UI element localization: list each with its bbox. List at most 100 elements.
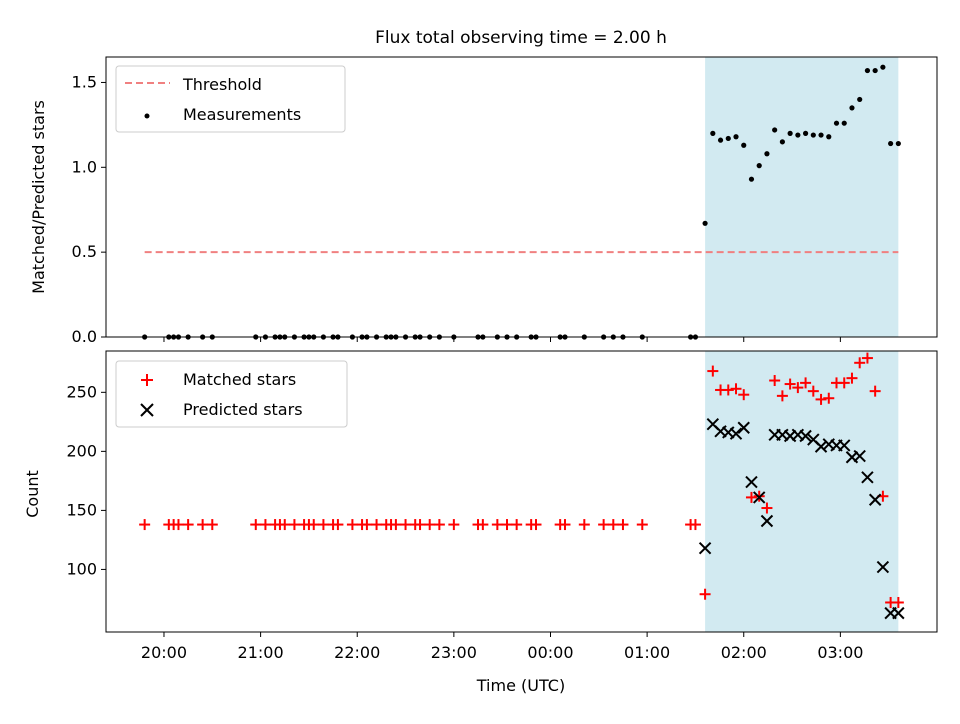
predicted-star-point-b — [853, 449, 866, 463]
y-tick-label: 1.0 — [72, 157, 97, 176]
x-tick-label: 21:00 — [238, 643, 284, 662]
matched-star-point — [448, 519, 460, 531]
matched-star-point — [288, 519, 300, 531]
count-panel: 100 150 200 250 Count Matched stars Predict… — [23, 350, 938, 633]
measurement-point — [802, 130, 809, 136]
y-tick-label: 150 — [66, 500, 97, 519]
x-tick-label: 22:00 — [334, 643, 380, 662]
predicted-star-point-b — [698, 541, 712, 555]
measurement-point — [888, 140, 894, 147]
predicted-star-point-b — [760, 514, 774, 528]
matched-star-point — [745, 491, 757, 503]
matched-star-point — [250, 519, 262, 531]
matched-star-point — [607, 519, 619, 531]
matched-star-point — [636, 519, 648, 531]
matched-star-point — [815, 393, 827, 405]
count-y-ticks: 100 150 200 250 — [66, 382, 106, 578]
matched-star-point — [730, 383, 742, 395]
x-tick-label: 00:00 — [527, 643, 573, 662]
x-axis-label: Time (UTC) — [476, 676, 565, 695]
matched-star-point — [172, 519, 184, 531]
predicted-star-point — [861, 471, 874, 484]
matched-star-point — [346, 519, 358, 531]
predicted-star-point — [745, 475, 758, 489]
matched-star-point — [530, 519, 542, 531]
predicted-star-point-b — [752, 491, 766, 504]
flux-ratio-legend: Threshold Measurements — [115, 65, 346, 133]
matched-star-point — [738, 389, 750, 401]
matched-star-point — [776, 390, 788, 402]
y-tick-label: 1.5 — [72, 72, 97, 91]
measurement-point — [725, 135, 731, 142]
predicted-star-point-b — [868, 493, 882, 506]
matched-star-point — [761, 502, 773, 514]
measurement-point — [872, 67, 878, 74]
matched-star-point — [861, 352, 873, 364]
measurement-point — [857, 96, 863, 103]
predicted-star-point — [838, 439, 851, 452]
predicted-legend-swatch — [140, 403, 154, 417]
matched-star-point — [390, 519, 402, 531]
y-tick-label: 0.5 — [72, 242, 97, 261]
matched-stars-points — [139, 352, 904, 608]
predicted-star-point-b — [892, 606, 905, 620]
matched-star-point — [838, 377, 850, 389]
measurement-point — [717, 137, 724, 143]
matched-legend-label: Matched stars — [183, 370, 296, 389]
matched-star-point — [784, 378, 796, 390]
matched-star-point — [807, 385, 819, 397]
predicted-star-point-b — [814, 440, 828, 453]
matched-star-point — [197, 519, 209, 531]
y-tick-label: 0.0 — [72, 327, 97, 346]
predicted-stars-points — [698, 417, 905, 620]
predicted-star-point-b — [799, 429, 812, 443]
measurement-point — [826, 134, 832, 140]
matched-star-point — [361, 519, 373, 531]
predicted-star-point — [737, 421, 750, 434]
matched-star-point — [559, 519, 571, 531]
x-tick-label: 03:00 — [817, 643, 863, 662]
matched-star-point — [892, 596, 904, 608]
measurement-point — [710, 130, 716, 136]
measurement-point — [880, 64, 886, 70]
flux-ratio-ylabel: Matched/Predicted stars — [29, 100, 48, 294]
measurement-point — [741, 142, 747, 148]
measurement-point — [849, 105, 855, 111]
measurements-legend-label: Measurements — [183, 105, 301, 124]
predicted-star-point-b — [845, 451, 859, 464]
predicted-star-point-b — [706, 417, 720, 431]
matched-star-point — [139, 519, 151, 531]
matched-star-point — [722, 384, 734, 396]
matched-star-point — [424, 519, 436, 531]
predicted-star-point — [868, 493, 882, 506]
matched-star-point — [792, 382, 804, 394]
matched-star-point — [182, 519, 194, 531]
x-axis: 20:00 21:00 22:00 23:00 00:00 01:00 02:00 03:00 — [141, 337, 863, 662]
matched-star-point — [371, 519, 383, 531]
measurement-point — [702, 220, 708, 226]
matched-star-point — [823, 392, 835, 404]
count-shaded-region — [705, 351, 899, 632]
predicted-star-point — [698, 541, 712, 555]
matched-star-point — [477, 519, 489, 531]
threshold-legend-label: Threshold — [182, 75, 262, 94]
count-axes-frame — [105, 350, 938, 633]
predicted-star-point — [876, 560, 890, 574]
matched-star-point — [846, 372, 858, 384]
chart-title: Flux total observing time = 2.00 h — [375, 28, 667, 48]
measurement-point — [772, 127, 778, 133]
count-ylabel: Count — [23, 470, 42, 518]
measurement-point — [764, 151, 770, 157]
matched-star-point — [491, 519, 503, 531]
matched-star-point — [578, 519, 590, 531]
matched-star-point — [511, 519, 523, 531]
flux-ratio-shaded-region — [705, 57, 899, 337]
measurement-point — [895, 140, 901, 147]
matched-star-point — [800, 377, 812, 389]
matched-legend-swatch — [141, 374, 153, 386]
predicted-star-point-b — [838, 439, 851, 452]
predicted-star-point — [853, 449, 866, 463]
matched-star-point — [854, 357, 866, 369]
flux-ratio-panel: 0.0 0.5 1.0 1.5 Matched/Predicted stars Thr… — [29, 56, 938, 346]
measurement-point — [748, 176, 755, 182]
